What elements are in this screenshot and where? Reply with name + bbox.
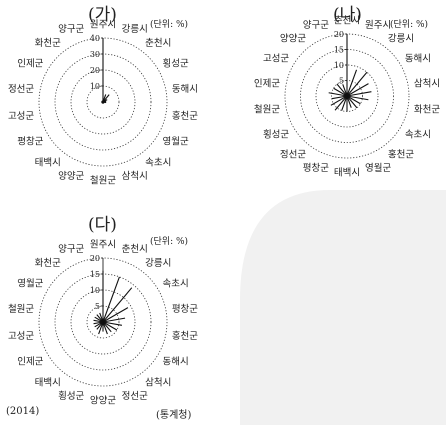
- tick-label: 10: [90, 286, 100, 295]
- category-label: 영월군: [163, 136, 189, 148]
- category-label: 홍천군: [388, 149, 414, 161]
- category-label: 횡성군: [163, 58, 189, 70]
- category-label: 인제군: [17, 357, 43, 368]
- tick-label: 5: [95, 302, 100, 311]
- data-spoke: [102, 101, 103, 103]
- category-label: 삼척시: [414, 78, 440, 89]
- category-label: 인제군: [17, 59, 43, 70]
- category-label: 평창군: [17, 137, 43, 148]
- category-label: 양구군: [58, 244, 84, 255]
- category-label: 홍천군: [172, 330, 198, 342]
- category-label: 동해시: [405, 53, 431, 65]
- tick-label: 20: [90, 66, 100, 75]
- category-label: 양양군: [280, 33, 306, 44]
- tick-label: 15: [334, 46, 344, 55]
- tick-label: 10: [334, 61, 344, 70]
- category-label: 횡성군: [58, 390, 84, 402]
- category-label: 철원군: [254, 105, 280, 116]
- category-label: 고성군: [8, 331, 34, 342]
- category-label: 삼척시: [122, 171, 148, 182]
- category-label: 강릉시: [145, 258, 171, 269]
- tick-label: 15: [90, 270, 100, 279]
- tick-label: 10: [90, 82, 100, 91]
- category-label: 화천군: [35, 38, 61, 49]
- category-label: 원주시: [90, 240, 116, 251]
- footer-source: (통계청): [156, 406, 191, 421]
- data-spoke: [347, 72, 367, 96]
- category-label: 속초시: [163, 279, 189, 290]
- category-label: 동해시: [163, 356, 189, 368]
- data-spoke: [103, 288, 132, 322]
- tick-label: 30: [90, 50, 100, 59]
- category-label: 정선군: [280, 150, 306, 161]
- category-label: 속초시: [405, 130, 431, 141]
- category-label: 영월군: [17, 278, 43, 290]
- category-label: 태백시: [35, 157, 61, 168]
- category-label: 강릉시: [122, 24, 148, 35]
- category-label: 화천군: [414, 105, 440, 116]
- category-label: 인제군: [254, 78, 280, 89]
- category-label: 영월군: [365, 162, 391, 174]
- category-label: 강릉시: [388, 33, 414, 44]
- category-label: 고성군: [263, 54, 289, 65]
- radar-chart-na: 5 10 15 20 춘천시 원주시강릉시동해시삼척시화천군속초시홍천군영월군태백시 평창군…: [230, 0, 446, 200]
- category-label: 태백시: [35, 377, 61, 388]
- tick-label: 40: [90, 34, 100, 43]
- category-label: 원주시: [90, 20, 116, 31]
- category-label: 삼척시: [145, 377, 171, 388]
- category-label: 양양군: [90, 396, 116, 407]
- data-spoke: [103, 277, 119, 322]
- category-label: 정선군: [8, 84, 34, 95]
- category-label: 철원군: [8, 304, 34, 315]
- category-label: 횡성군: [263, 129, 289, 141]
- category-label: 양구군: [303, 20, 329, 31]
- tick-label: 5: [339, 77, 344, 86]
- category-label: 평창군: [303, 163, 329, 174]
- category-label: 정선군: [122, 391, 148, 402]
- category-label: 철원군: [90, 176, 116, 187]
- category-label: 속초시: [145, 157, 171, 168]
- tick-label: 20: [334, 30, 344, 39]
- category-label: 양구군: [58, 24, 84, 35]
- category-label: 원주시: [365, 20, 391, 31]
- category-label: 홍천군: [172, 110, 198, 122]
- category-label: 평창군: [172, 304, 198, 315]
- category-label: 고성군: [8, 111, 34, 122]
- category-label: 춘천시: [145, 38, 171, 49]
- category-label: 양양군: [58, 171, 84, 182]
- category-label: 동해시: [172, 83, 198, 95]
- category-label: 춘천시: [122, 244, 148, 255]
- category-label: 화천군: [35, 258, 61, 269]
- tick-label: 20: [90, 254, 100, 263]
- footer-year: (2014): [6, 406, 39, 417]
- category-label: 춘천시: [334, 16, 360, 27]
- category-label: 태백시: [334, 168, 360, 179]
